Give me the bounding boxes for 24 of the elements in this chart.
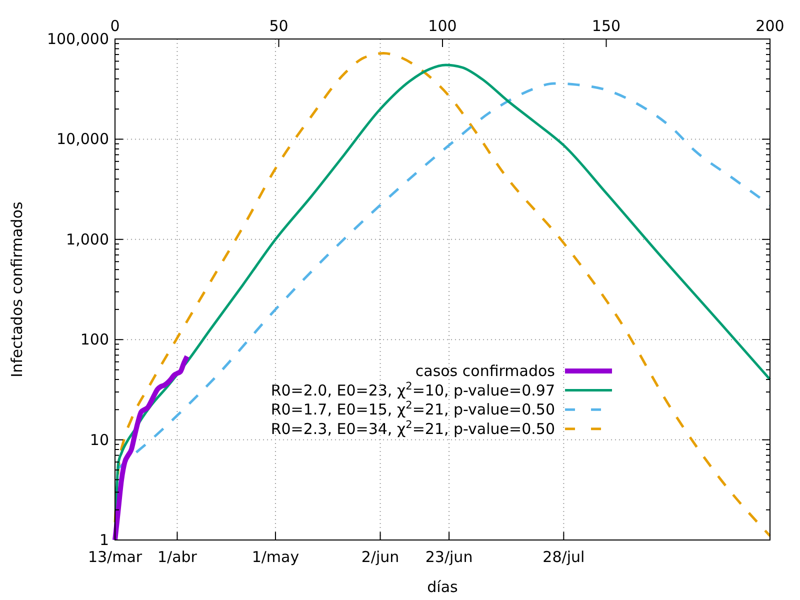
x-tick-label: 1/may [252, 548, 300, 566]
y-axis-title: Infectados confirmados [8, 202, 26, 378]
line-series [117, 82, 772, 470]
x2-tick-label: 100 [428, 17, 457, 35]
y-tick-label: 10 [90, 430, 109, 449]
x2-tick-label: 200 [756, 17, 784, 35]
x2-tick-label: 0 [110, 17, 120, 35]
x-tick-label: 13/mar [88, 548, 143, 566]
x-tick-label: 23/jun [425, 548, 473, 566]
legend-label: casos confirmados [415, 362, 556, 380]
x2-tick-label: 150 [592, 17, 621, 35]
y-tick-label: 1,000 [66, 230, 109, 248]
x-tick-label: 2/jun [361, 548, 400, 566]
y-tick-label: 100,000 [46, 30, 109, 48]
x2-tick-label: 50 [269, 17, 288, 35]
x-tick-label: 1/abr [157, 548, 198, 566]
legend-label: R0=1.7, E0=15, χ$^{2}$=21, p-value=0.50 [270, 400, 555, 419]
y-tick-label: 100 [80, 330, 109, 349]
y-tick-label: 1 [99, 531, 109, 549]
x-axis-title: días [427, 578, 458, 596]
legend-label: R0=2.3, E0=34, χ$^{2}$=21, p-value=0.50 [270, 418, 555, 438]
x-tick-label: 28/jul [542, 548, 585, 566]
y-tick-label: 10,000 [56, 130, 109, 148]
legend-label: R0=2.0, E0=23, χ$^{2}$=10, p-value=0.97 [270, 380, 555, 400]
